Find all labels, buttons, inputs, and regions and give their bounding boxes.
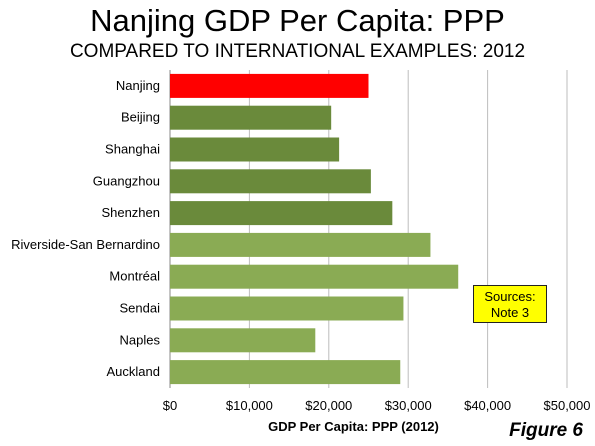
x-tick-label-0: $0 <box>163 398 177 413</box>
category-label-4: Shenzhen <box>101 205 160 220</box>
bar-6 <box>170 264 459 289</box>
category-label-7: Sendai <box>120 301 161 316</box>
x-axis-label: GDP Per Capita: PPP (2012) <box>268 419 439 434</box>
bar-3 <box>170 169 371 194</box>
category-label-8: Naples <box>120 332 161 347</box>
bar-2 <box>170 137 340 162</box>
bar-7 <box>170 296 404 321</box>
category-label-6: Montréal <box>109 269 160 284</box>
x-tick-label-3: $30,000 <box>385 398 432 413</box>
x-tick-label-5: $50,000 <box>544 398 591 413</box>
category-label-3: Guangzhou <box>93 173 160 188</box>
bar-1 <box>170 105 332 130</box>
category-label-1: Beijing <box>121 110 160 125</box>
category-label-5: Riverside-San Bernardino <box>11 237 160 252</box>
sources-note: Sources: Note 3 <box>473 285 547 323</box>
bar-9 <box>170 360 401 385</box>
bar-8 <box>170 328 316 353</box>
bar-4 <box>170 201 393 226</box>
category-label-0: Nanjing <box>116 78 160 93</box>
chart-title: Nanjing GDP Per Capita: PPP <box>90 3 505 38</box>
sources-note-line2: Note 3 <box>490 305 530 320</box>
sources-note-line1: Sources: <box>484 289 536 304</box>
category-label-2: Shanghai <box>105 142 160 157</box>
bar-0 <box>170 73 369 98</box>
chart-subtitle: COMPARED TO INTERNATIONAL EXAMPLES: 2012 <box>69 41 526 62</box>
x-tick-label-2: $20,000 <box>305 398 352 413</box>
figure-label: Figure 6 <box>509 420 583 441</box>
x-tick-label-1: $10,000 <box>226 398 273 413</box>
category-label-9: Auckland <box>107 364 160 379</box>
bar-5 <box>170 232 431 257</box>
x-tick-label-4: $40,000 <box>464 398 511 413</box>
